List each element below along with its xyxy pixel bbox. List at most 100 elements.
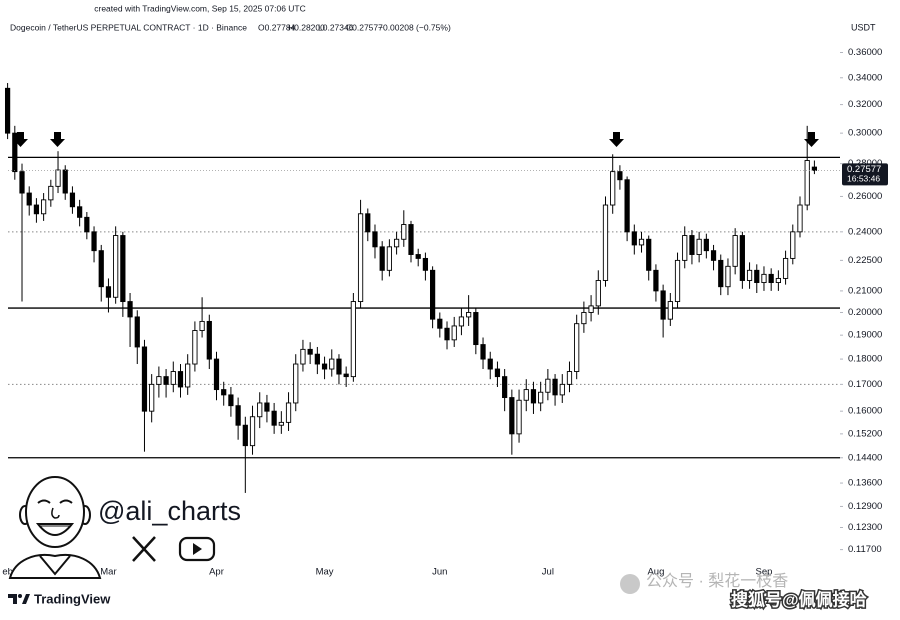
arrow xyxy=(50,132,65,147)
candle-body xyxy=(775,277,781,284)
candle-body xyxy=(84,216,90,233)
candle-body xyxy=(4,87,11,134)
candle-body xyxy=(718,259,724,288)
y-tick-label: 0.12300 xyxy=(848,522,882,533)
y-tick-label: 0.19000 xyxy=(848,330,882,341)
candle-body xyxy=(372,231,378,248)
candle-body xyxy=(235,405,241,426)
candle-body xyxy=(314,353,320,365)
avatar-head xyxy=(25,476,85,548)
candle-body xyxy=(415,254,421,259)
ohlc-open: O0.27784 xyxy=(258,22,296,32)
candle-body xyxy=(113,235,119,298)
y-tick-label: 0.32000 xyxy=(848,99,882,110)
x-icon-path xyxy=(132,536,156,562)
x-tick-label: Sep xyxy=(756,567,773,578)
candle-body xyxy=(221,389,227,396)
y-tick-label: 0.20000 xyxy=(848,307,882,318)
candle-body xyxy=(329,358,335,370)
candle-body xyxy=(19,171,25,194)
candle-body xyxy=(739,235,745,281)
candle-body xyxy=(610,171,616,206)
y-tick-label: 0.30000 xyxy=(848,128,882,139)
candle-body xyxy=(393,238,400,248)
tv-logo xyxy=(8,594,30,604)
candle-body xyxy=(502,376,508,399)
candle-body xyxy=(768,273,774,284)
y-tick-label: 0.34000 xyxy=(848,72,882,83)
candle-body xyxy=(588,305,594,313)
candle-body xyxy=(185,363,191,388)
candle-body xyxy=(357,213,364,303)
candle-body xyxy=(710,250,717,261)
candle-body xyxy=(77,206,83,218)
candle-body xyxy=(559,383,565,396)
candle-body xyxy=(264,402,270,412)
candle-body xyxy=(127,301,133,318)
last-price-box xyxy=(842,163,888,186)
candle-body xyxy=(213,358,220,391)
candle-body xyxy=(105,286,112,298)
candle-body xyxy=(278,421,284,426)
candle-body xyxy=(321,363,328,370)
y-tick-label: 0.11700 xyxy=(848,544,882,555)
candle-body xyxy=(811,166,818,171)
candle-body xyxy=(41,199,47,215)
candle-body xyxy=(538,391,544,404)
tv-logo-mark xyxy=(22,594,30,604)
x-tick-label: Jun xyxy=(432,567,447,578)
candle-body xyxy=(487,358,493,370)
avatar-nose xyxy=(51,507,60,519)
candle-body xyxy=(523,389,529,401)
candle-body xyxy=(228,394,234,407)
candle-body xyxy=(365,213,371,233)
youtube-frame xyxy=(178,536,216,562)
candle-body xyxy=(631,231,637,246)
watermark-handle: @ali_charts xyxy=(98,496,241,526)
ohlc-change: −0.00208 (−0.75%) xyxy=(378,22,451,32)
candle-body xyxy=(617,171,623,181)
candle-body xyxy=(192,330,198,365)
candle-body xyxy=(638,238,645,246)
candle-body xyxy=(444,327,450,341)
candle-body xyxy=(242,424,248,447)
candle-body xyxy=(566,371,573,385)
wechat-watermark: 公众号 · 梨花一枝香 xyxy=(646,572,788,590)
candle-body xyxy=(26,192,32,206)
candle-body xyxy=(336,358,342,375)
candle-body xyxy=(33,204,40,215)
tv-logo-mark xyxy=(8,594,17,604)
candle-body xyxy=(660,290,666,320)
youtube-play xyxy=(193,543,202,555)
candle-body xyxy=(343,373,349,378)
candle-body xyxy=(473,312,479,346)
candle-body xyxy=(516,399,522,435)
candle-body xyxy=(149,383,155,412)
y-tick-label: 0.21000 xyxy=(848,285,882,296)
candle-body xyxy=(804,160,810,206)
candle-body xyxy=(55,169,61,187)
candle-body xyxy=(466,312,472,318)
symbol: Dogecoin / TetherUS PERPETUAL CONTRACT ·… xyxy=(10,22,247,32)
tv-logo-text: TradingView xyxy=(34,591,111,606)
candle-body xyxy=(552,378,558,396)
candle-body xyxy=(746,269,753,281)
ohlc-close: C0.27577 xyxy=(346,22,383,32)
candle-body xyxy=(494,368,501,378)
candle-body xyxy=(271,410,277,426)
candle-body xyxy=(163,376,169,385)
candle-body xyxy=(91,231,97,252)
candle-body xyxy=(509,397,515,435)
x-tick-label: May xyxy=(316,567,334,578)
candle-body xyxy=(480,344,486,360)
candle-body xyxy=(437,318,443,329)
candle-body xyxy=(451,325,457,341)
candle-body xyxy=(624,179,630,233)
candle-body xyxy=(761,273,767,284)
candle-body xyxy=(696,238,702,255)
candle-body xyxy=(602,204,609,281)
arrows xyxy=(13,132,819,147)
candle-body xyxy=(62,169,68,194)
candle-body xyxy=(725,265,731,288)
candle-body xyxy=(732,235,738,267)
